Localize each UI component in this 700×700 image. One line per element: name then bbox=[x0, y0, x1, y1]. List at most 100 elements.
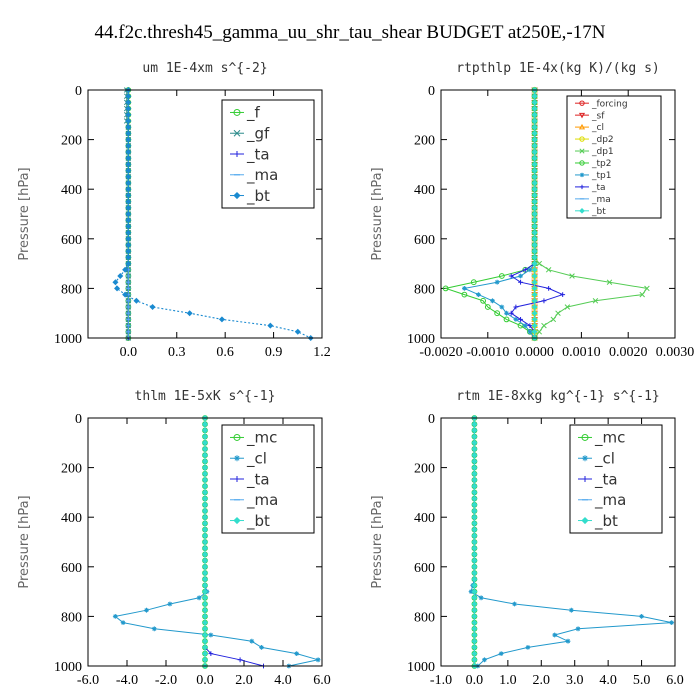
data-point bbox=[315, 657, 321, 663]
x-tick-label: 0.3 bbox=[168, 345, 186, 360]
y-tick-label: 600 bbox=[61, 561, 82, 576]
data-point bbox=[202, 427, 208, 434]
data-point bbox=[531, 235, 538, 242]
data-point bbox=[541, 322, 547, 329]
data-point bbox=[531, 285, 538, 292]
legend: _forcing _sf _cl _dp2 _dp1 _tp2 _tp1 _ta _ma _bt bbox=[566, 95, 662, 219]
data-point bbox=[122, 291, 129, 298]
plot-frame bbox=[440, 89, 676, 339]
plot-frame bbox=[87, 89, 323, 339]
legend-label: _ta bbox=[246, 145, 270, 164]
series-tp2 bbox=[442, 87, 538, 341]
data-point bbox=[494, 310, 501, 317]
x-tick-label: 1.2 bbox=[313, 345, 331, 360]
legend-marker bbox=[233, 129, 241, 137]
x-tick-label: -2.0 bbox=[155, 673, 177, 688]
legend-marker bbox=[234, 476, 240, 482]
legend-label: _cl bbox=[594, 449, 615, 468]
data-point bbox=[202, 520, 208, 527]
data-point bbox=[522, 267, 528, 273]
data-point bbox=[531, 198, 538, 205]
data-point bbox=[133, 297, 140, 304]
data-point bbox=[552, 632, 558, 638]
data-point bbox=[575, 626, 581, 632]
data-point bbox=[531, 273, 538, 279]
y-tick-label: 200 bbox=[61, 134, 82, 149]
data-point bbox=[202, 594, 208, 601]
legend-marker bbox=[581, 433, 589, 441]
data-point bbox=[471, 464, 478, 471]
data-point bbox=[503, 316, 510, 323]
x-tick-label: 2.0 bbox=[235, 673, 253, 688]
data-point bbox=[471, 489, 478, 496]
y-tick-label: 200 bbox=[414, 134, 435, 149]
data-point bbox=[125, 93, 132, 100]
figure-title: 44.f2c.thresh45_gamma_uu_shr_tau_shear B… bbox=[95, 22, 606, 43]
legend-marker bbox=[234, 455, 240, 462]
x-tick-label: 0.0 bbox=[466, 673, 484, 688]
data-point bbox=[112, 279, 119, 286]
data-point bbox=[112, 614, 118, 619]
legend-label: _mc bbox=[246, 429, 277, 448]
x-tick-label: 0.0 bbox=[196, 673, 214, 688]
data-point bbox=[513, 317, 519, 322]
legend-label: _bt bbox=[246, 187, 270, 206]
data-point bbox=[471, 644, 478, 651]
data-point bbox=[525, 645, 531, 650]
legend-label: _bt bbox=[591, 207, 606, 217]
data-point bbox=[639, 291, 645, 298]
data-point bbox=[125, 192, 132, 199]
x-tick-label: -6.0 bbox=[77, 673, 99, 688]
data-point bbox=[202, 625, 208, 632]
legend-label: _ta bbox=[591, 183, 606, 193]
data-point bbox=[125, 118, 132, 124]
data-point bbox=[471, 532, 478, 539]
data-point bbox=[536, 329, 543, 335]
y-axis-label: Pressure [hPa] bbox=[370, 495, 385, 588]
data-point bbox=[471, 446, 478, 452]
data-point bbox=[196, 595, 202, 601]
legend-label: _tp2 bbox=[591, 159, 611, 169]
data-point bbox=[125, 161, 132, 168]
legend-label: _bt bbox=[246, 512, 270, 531]
x-tick-label: 0.0010 bbox=[562, 345, 601, 360]
data-point bbox=[568, 607, 574, 613]
legend-label: _ta bbox=[246, 470, 270, 489]
data-point bbox=[592, 298, 599, 304]
data-point bbox=[471, 439, 478, 446]
data-point bbox=[202, 483, 208, 490]
data-point bbox=[531, 217, 538, 224]
data-point bbox=[471, 582, 478, 589]
x-tick-label: 4.0 bbox=[274, 673, 292, 688]
data-point bbox=[471, 495, 478, 502]
series-tp1 bbox=[462, 87, 537, 341]
data-point bbox=[471, 470, 478, 477]
data-point bbox=[125, 198, 132, 205]
data-point bbox=[560, 292, 566, 297]
data-point bbox=[202, 582, 208, 589]
data-point bbox=[531, 223, 538, 230]
data-point bbox=[125, 204, 132, 211]
legend-label: _dp1 bbox=[591, 147, 614, 157]
y-tick-label: 1000 bbox=[54, 332, 82, 347]
data-point bbox=[564, 304, 571, 310]
x-tick-label: 0.0 bbox=[120, 345, 138, 360]
y-tick-label: 400 bbox=[414, 511, 435, 526]
x-tick-label: 5.0 bbox=[633, 673, 651, 688]
data-point bbox=[202, 613, 208, 620]
data-point bbox=[125, 167, 132, 174]
data-point bbox=[202, 452, 208, 459]
plot-frame bbox=[87, 417, 323, 667]
chart-panel-4: rtm 1E-8xkg kg^{-1} s^{-1} Pressure [hPa]… bbox=[370, 389, 684, 688]
data-point bbox=[531, 266, 538, 273]
y-axis-label: Pressure [hPa] bbox=[17, 167, 32, 260]
legend-marker bbox=[578, 123, 586, 130]
data-point bbox=[555, 310, 561, 316]
legend-marker bbox=[581, 516, 589, 525]
legend-label: _mc bbox=[594, 429, 625, 448]
data-point bbox=[202, 570, 208, 576]
data-point bbox=[125, 254, 132, 261]
data-point bbox=[125, 173, 132, 180]
data-point bbox=[471, 452, 478, 459]
data-point bbox=[471, 427, 478, 434]
